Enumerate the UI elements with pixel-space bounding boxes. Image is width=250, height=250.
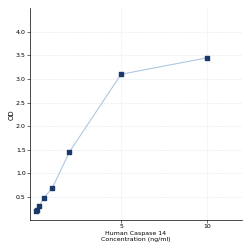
- X-axis label: Human Caspase 14
Concentration (ng/ml): Human Caspase 14 Concentration (ng/ml): [101, 231, 170, 242]
- Point: [119, 72, 123, 76]
- Point: [42, 196, 46, 200]
- Point: [205, 56, 209, 60]
- Point: [35, 208, 39, 212]
- Point: [34, 209, 38, 213]
- Point: [37, 204, 41, 208]
- Y-axis label: OD: OD: [8, 109, 14, 120]
- Point: [50, 186, 54, 190]
- Point: [68, 150, 71, 154]
